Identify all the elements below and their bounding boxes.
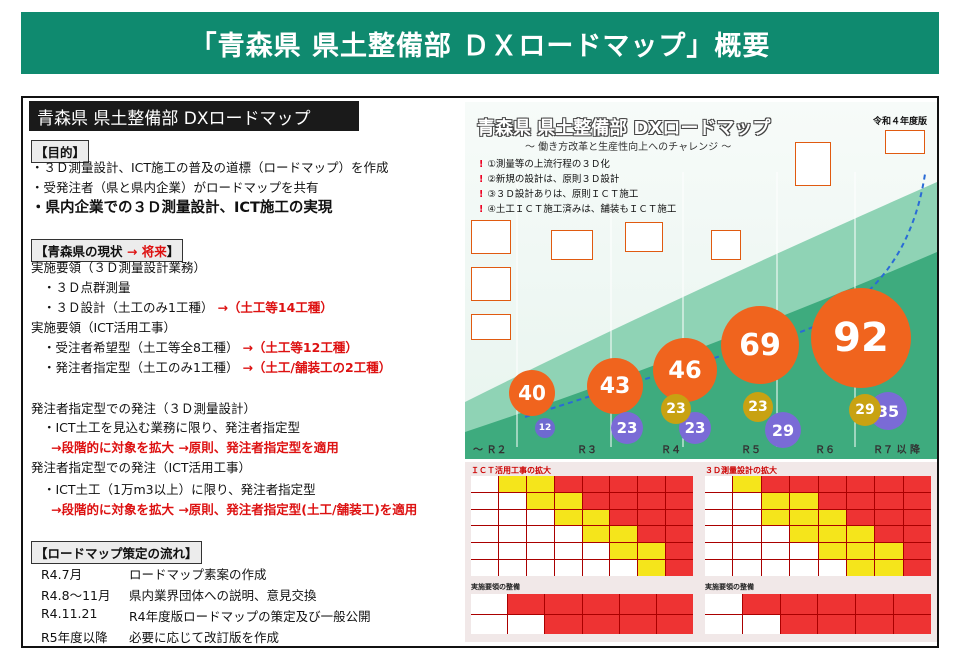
table-left-grid: [471, 476, 693, 576]
table-left-sub-title: 実施要領の整備: [471, 583, 520, 591]
goal-3: ! ③３Ｄ設計ありは、原則ＩＣＴ施工: [479, 189, 639, 200]
status-label-suffix: 】: [166, 244, 180, 259]
status-line-12: →段階的に対象を拡大 →原則、発注者指定型(土工/舗装工)を適用: [51, 502, 418, 517]
flow-desc-3: R4年度版ロードマップの策定及び一般公開: [129, 609, 371, 624]
roadmap-title: 青森県 県土整備部 DXロードマップ: [477, 118, 771, 139]
status-line-9: →段階的に対象を拡大 →原則、発注者指定型を適用: [51, 440, 339, 455]
left-panel: 青森県 県土整備部 DXロードマップ 【目的】 ・３Ｄ測量設計、ICT施工の普及…: [23, 98, 463, 646]
bubble-gold-r6: 29: [849, 394, 881, 426]
note-box: [551, 230, 593, 260]
status-line-5: ・受注者希望型（土工等全8工種） →（土工等12工種）: [43, 340, 358, 356]
status-line-3: ・３Ｄ設計（土工のみ1工種） →（土工等14工種）: [43, 300, 333, 316]
purpose-item-3: ・県内企業での３Ｄ測量設計、ICT施工の実現: [31, 200, 333, 216]
bubble-r6: 92: [811, 288, 911, 388]
status-label-prefix: 【青森県の現状: [35, 244, 123, 259]
bubble-gold-r5: 23: [743, 392, 773, 422]
roadmap-edition: 令和４年度版: [872, 117, 927, 127]
flow-desc-4: 必要に応じて改訂版を作成: [129, 630, 280, 645]
bubble-purple-r3: 23: [611, 412, 643, 444]
title-banner: 「青森県 県土整備部 ＤＸロードマップ」概要: [21, 12, 939, 74]
purpose-item-1: ・３Ｄ測量設計、ICT施工の普及の道標（ロードマップ）を作成: [31, 160, 389, 175]
bubble-r2: 40: [509, 370, 555, 416]
note-box: [471, 314, 511, 340]
bubble-r4: 46: [653, 338, 717, 402]
flow-date-2: R4.8～11月: [41, 588, 111, 603]
roadmap-chart: 青森県 県土整備部 DXロードマップ ～ 働き方改革と生産性向上へのチャレンジ …: [465, 102, 937, 459]
roadmap-tables: ＩＣＴ活用工事の拡大 ３Ｄ測量設計の拡大 実施要領の整備: [465, 462, 937, 642]
status-line-4: 実施要領（ICT活用工事）: [31, 320, 177, 335]
year-label-r3: Ｒ３: [577, 445, 597, 456]
bubble-purple-r5: 29: [765, 412, 801, 448]
status-line-3-future: →（土工等14工種）: [217, 300, 333, 315]
goal-1-text: ①測量等の上流行程の３Ｄ化: [487, 159, 610, 170]
goal-4-text: ④土工ＩＣＴ施工済みは、舗装もＩＣＴ施工: [487, 204, 677, 215]
status-line-6: ・発注者指定型（土工のみ1工種） →（土工/舗装工の2工種）: [43, 360, 391, 376]
table-right-title: ３Ｄ測量設計の拡大: [705, 466, 777, 475]
purpose-item-2: ・受発注者（県と県内企業）がロードマップを共有: [31, 180, 319, 195]
bubble-r3: 43: [587, 358, 643, 414]
year-label-r6: Ｒ６: [815, 445, 835, 456]
status-label-future: 将来: [141, 244, 167, 259]
table-left-title: ＩＣＴ活用工事の拡大: [471, 466, 551, 475]
note-box: [795, 142, 831, 186]
table-left-sub-grid: [471, 594, 693, 634]
table-right-sub-grid: [705, 594, 931, 634]
status-line-11: ・ICT土工（1万m3以上）に限り、発注者指定型: [43, 482, 316, 497]
status-line-6-future: →（土工/舗装工の2工種）: [242, 360, 392, 375]
status-line-5-text: ・受注者希望型（土工等全8工種）: [43, 340, 239, 355]
year-label-r5: Ｒ５: [741, 445, 761, 456]
roadmap-subtitle: ～ 働き方改革と生産性向上へのチャレンジ ～: [525, 142, 732, 153]
purpose-label: 【目的】: [31, 140, 90, 163]
note-box: [711, 230, 741, 260]
goal-4: ! ④土工ＩＣＴ施工済みは、舗装もＩＣＴ施工: [479, 204, 677, 215]
page-title: 「青森県 県土整備部 ＤＸロードマップ」概要: [189, 30, 771, 62]
goal-1: ! ①測量等の上流行程の３Ｄ化: [479, 159, 610, 170]
year-label-r4: Ｒ４: [661, 445, 681, 456]
flow-label: 【ロードマップ策定の流れ】: [31, 541, 202, 564]
flow-date-3: R4.11.21: [41, 606, 98, 621]
note-box: [471, 220, 511, 254]
status-label: 【青森県の現状 → 将来】: [31, 239, 184, 262]
status-line-3-text: ・３Ｄ設計（土工のみ1工種）: [43, 300, 214, 315]
bubble-purple-r2: 12: [535, 418, 555, 438]
table-right-grid: [705, 476, 931, 576]
flow-date-4: R5年度以降: [41, 630, 108, 645]
roadmap-image: 青森県 県土整備部 DXロードマップ ～ 働き方改革と生産性向上へのチャレンジ …: [465, 102, 937, 642]
status-line-1: 実施要領（３Ｄ測量設計業務）: [31, 260, 207, 275]
note-box: [471, 267, 511, 301]
left-heading: 青森県 県土整備部 DXロードマップ: [29, 101, 359, 131]
table-right-sub-title: 実施要領の整備: [705, 583, 754, 591]
content-frame: 青森県 県土整備部 DXロードマップ 【目的】 ・３Ｄ測量設計、ICT施工の普及…: [21, 96, 939, 648]
status-line-2: ・３Ｄ点群測量: [43, 280, 131, 295]
status-line-5-future: →（土工等12工種）: [242, 340, 358, 355]
goal-2: ! ②新規の設計は、原則３Ｄ設計: [479, 174, 620, 185]
note-box: [885, 130, 925, 154]
status-label-arrow: →: [126, 244, 138, 259]
year-label-r2: ～ Ｒ２: [473, 445, 507, 456]
goal-2-text: ②新規の設計は、原則３Ｄ設計: [487, 174, 620, 185]
bubble-r5: 69: [721, 306, 799, 384]
flow-date-1: R4.7月: [41, 567, 83, 582]
flow-desc-1: ロードマップ素案の作成: [129, 567, 267, 582]
bubble-gold-r4: 23: [661, 394, 691, 424]
flow-desc-2: 県内業界団体への説明、意見交換: [129, 588, 317, 603]
status-line-8: ・ICT土工を見込む業務に限り、発注者指定型: [43, 420, 301, 435]
status-line-10: 発注者指定型での発注（ICT活用工事）: [31, 460, 252, 475]
goal-3-text: ③３Ｄ設計ありは、原則ＩＣＴ施工: [487, 189, 639, 200]
status-line-7: 発注者指定型での発注（３Ｄ測量設計）: [31, 401, 257, 416]
year-label-r7: Ｒ７ 以 降: [873, 445, 920, 456]
note-box: [625, 222, 663, 252]
status-line-6-text: ・発注者指定型（土工のみ1工種）: [43, 360, 239, 375]
